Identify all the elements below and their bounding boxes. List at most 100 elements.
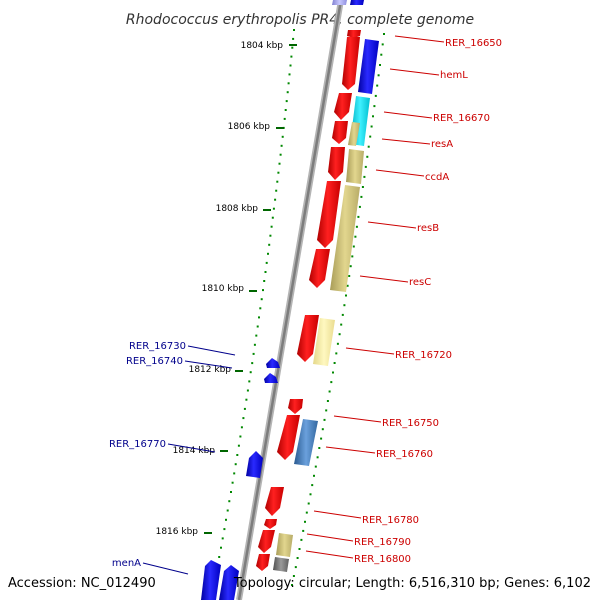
label-rer-16770[interactable]: RER_16770 xyxy=(109,439,166,450)
backbone-core xyxy=(237,0,343,600)
gc-dot xyxy=(372,115,374,118)
leader-line xyxy=(306,533,354,542)
label-rer-16800[interactable]: RER_16800 xyxy=(354,554,411,565)
tick-1810: 1810 kbp xyxy=(202,284,257,294)
gc-dot xyxy=(296,557,299,559)
gc-dot xyxy=(355,225,358,228)
tick-1816: 1816 kbp xyxy=(156,527,212,537)
cds-rer-16730[interactable] xyxy=(266,358,280,368)
gc-dot xyxy=(292,37,295,40)
feature-khaki-a xyxy=(346,149,364,184)
label-resA[interactable]: resA xyxy=(431,139,453,150)
cds-rer-16750[interactable] xyxy=(288,399,303,414)
cds-rer-16800b[interactable] xyxy=(256,554,270,571)
feature-khaki-c xyxy=(276,533,293,557)
gc-dot xyxy=(358,205,361,208)
gc-dot xyxy=(289,64,292,67)
cds-rer-16770[interactable] xyxy=(246,451,263,478)
gc-dot xyxy=(248,380,251,383)
gc-dot xyxy=(225,518,227,521)
cds-rer-16790[interactable] xyxy=(264,519,277,529)
gc-dot xyxy=(281,135,284,138)
gc-dot xyxy=(231,481,234,484)
cds-rer-16720[interactable] xyxy=(297,315,319,362)
tick-label: 1816 kbp xyxy=(156,527,199,537)
gc-dot xyxy=(346,284,349,287)
cds-reverse-track xyxy=(201,358,280,600)
leader-line xyxy=(184,360,233,369)
label-resC[interactable]: resC xyxy=(409,277,431,288)
leader-line xyxy=(167,443,216,453)
gc-dot xyxy=(277,171,280,174)
gc-dot xyxy=(290,55,293,58)
leader-line xyxy=(325,446,376,454)
label-rer-16740[interactable]: RER_16740 xyxy=(126,356,183,367)
gc-dot xyxy=(367,145,370,148)
leader-line xyxy=(305,550,354,559)
label-rer-16750[interactable]: RER_16750 xyxy=(382,418,439,429)
gc-dot xyxy=(253,343,256,346)
feature-pale-yellow xyxy=(313,318,335,366)
gc-dot xyxy=(218,556,221,558)
label-rer-16780[interactable]: RER_16780 xyxy=(362,515,419,526)
gc-dot xyxy=(333,362,336,364)
gc-skew-dots-inner xyxy=(213,29,295,586)
tick-1804: 1804 kbp xyxy=(241,41,297,51)
cds-rer-16740[interactable] xyxy=(264,373,278,383)
gc-dot xyxy=(239,435,242,438)
gc-dot xyxy=(228,500,231,503)
cds-menA[interactable] xyxy=(201,560,221,600)
gc-dot xyxy=(288,73,291,76)
label-rer-16670[interactable]: RER_16670 xyxy=(433,113,490,124)
leader-line xyxy=(313,510,362,519)
gc-dot xyxy=(260,298,263,301)
cds-rer-16650[interactable] xyxy=(347,30,361,38)
cds-resB[interactable] xyxy=(317,181,341,248)
feature-steel-blue xyxy=(294,419,318,466)
label-hemL[interactable]: hemL xyxy=(440,70,468,81)
gc-dot xyxy=(243,407,246,410)
gc-dot xyxy=(220,546,222,549)
label-menA[interactable]: menA xyxy=(112,558,141,569)
cds-rer-16670[interactable] xyxy=(334,93,352,120)
gc-dot xyxy=(326,400,329,402)
cds-resA[interactable] xyxy=(332,121,348,144)
gc-dot xyxy=(316,456,319,459)
tick-label: 1810 kbp xyxy=(202,284,245,294)
cds-menA-b[interactable] xyxy=(219,565,239,600)
tick-label: 1804 kbp xyxy=(241,41,284,51)
gc-dot xyxy=(311,484,314,487)
feature-blue-top xyxy=(358,39,379,94)
label-resB[interactable]: resB xyxy=(417,223,439,234)
cds-rer-16760[interactable] xyxy=(277,415,300,460)
gc-dot xyxy=(335,352,338,355)
gc-dot xyxy=(354,235,357,238)
feature-top-lavender xyxy=(332,0,347,5)
gc-dot xyxy=(271,216,274,219)
leader-line xyxy=(381,138,431,145)
cds-hemL[interactable] xyxy=(342,37,360,90)
leader-line xyxy=(389,68,440,76)
gc-dot xyxy=(283,117,286,120)
labels-reverse: RER_16730 RER_16740 RER_16770 menA xyxy=(109,341,236,575)
cds-rer-16780[interactable] xyxy=(265,487,284,516)
leader-line xyxy=(333,415,382,423)
label-rer-16650[interactable]: RER_16650 xyxy=(445,38,502,49)
label-rer-16790[interactable]: RER_16790 xyxy=(354,537,411,548)
gc-dot xyxy=(292,575,295,577)
gc-dot xyxy=(291,584,293,586)
label-rer-16730[interactable]: RER_16730 xyxy=(129,341,186,352)
gc-dot xyxy=(309,493,312,496)
cds-resC[interactable] xyxy=(309,249,330,288)
label-ccdA[interactable]: ccdA xyxy=(425,172,449,183)
tick-1808: 1808 kbp xyxy=(216,204,271,214)
feature-gray xyxy=(273,557,289,572)
tick-1812: 1812 kbp xyxy=(189,365,243,375)
gc-dot xyxy=(379,64,381,66)
gc-dot xyxy=(305,511,308,514)
gc-dot xyxy=(234,463,237,466)
cds-rer-16800[interactable] xyxy=(258,530,275,553)
label-rer-16760[interactable]: RER_16760 xyxy=(376,449,433,460)
label-rer-16720[interactable]: RER_16720 xyxy=(395,350,452,361)
cds-ccdA[interactable] xyxy=(328,147,345,180)
